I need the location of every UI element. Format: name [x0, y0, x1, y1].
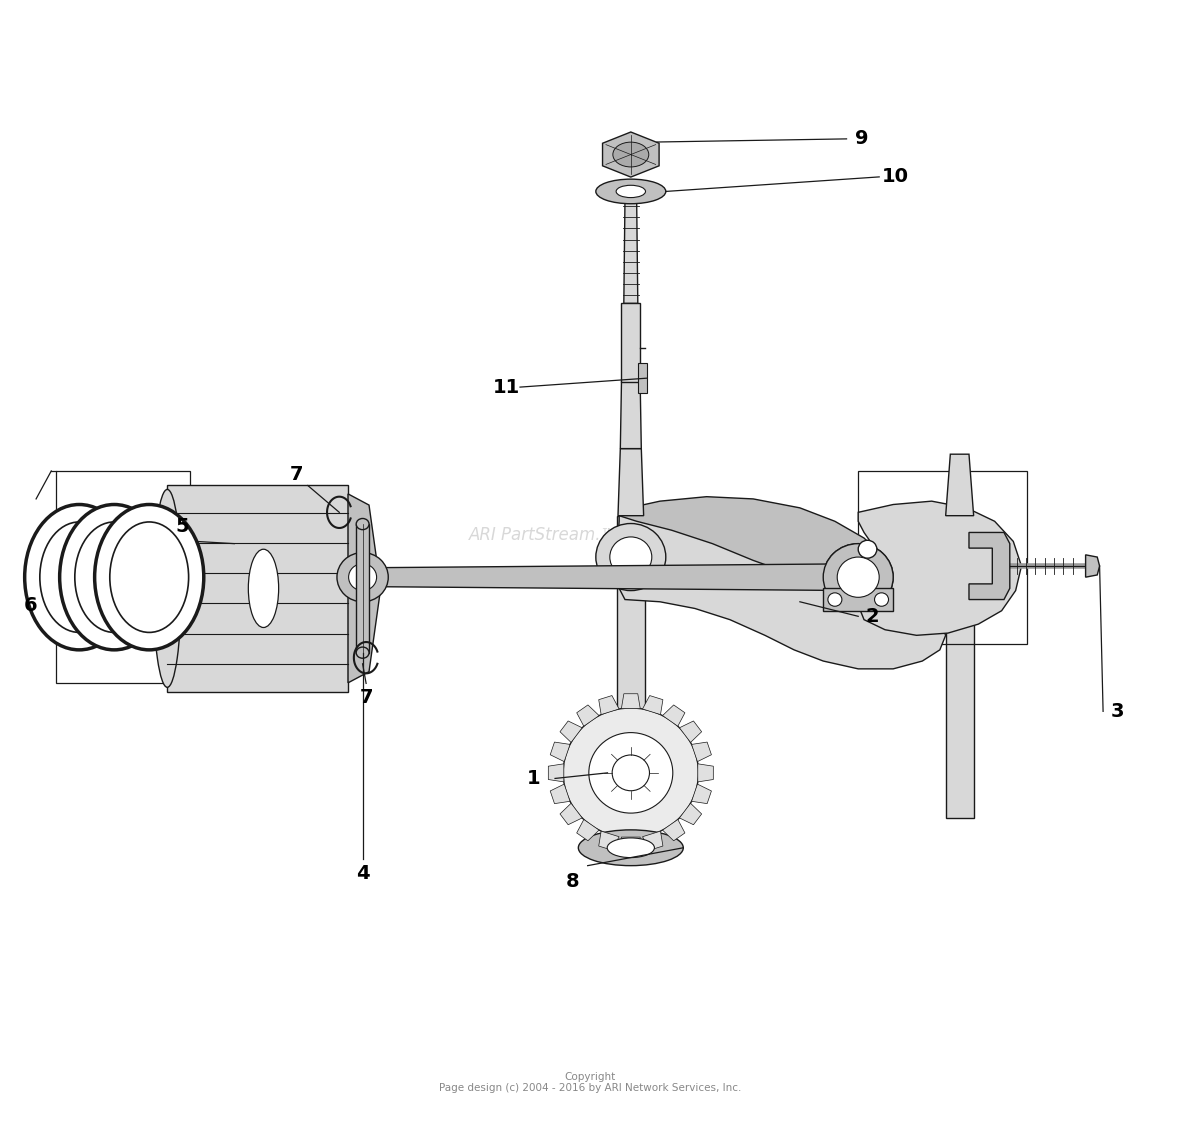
Ellipse shape: [612, 755, 649, 791]
Ellipse shape: [596, 179, 666, 204]
Ellipse shape: [874, 593, 889, 607]
Polygon shape: [945, 454, 974, 516]
Ellipse shape: [578, 830, 683, 866]
Text: ARI PartStream.™: ARI PartStream.™: [468, 525, 618, 543]
Ellipse shape: [610, 537, 651, 577]
Polygon shape: [560, 804, 582, 825]
Polygon shape: [680, 804, 702, 825]
Text: 7: 7: [360, 688, 373, 708]
Text: 4: 4: [356, 864, 369, 883]
Polygon shape: [617, 516, 644, 817]
Ellipse shape: [94, 505, 204, 650]
Ellipse shape: [858, 540, 877, 558]
Text: 1: 1: [527, 769, 540, 788]
Polygon shape: [617, 511, 945, 669]
Polygon shape: [969, 532, 1010, 600]
Text: 9: 9: [856, 129, 868, 148]
Polygon shape: [620, 497, 887, 594]
Text: Copyright
Page design (c) 2004 - 2016 by ARI Network Services, Inc.: Copyright Page design (c) 2004 - 2016 by…: [439, 1072, 741, 1094]
Text: 6: 6: [24, 595, 37, 615]
Polygon shape: [691, 743, 712, 762]
Polygon shape: [356, 524, 369, 653]
Text: 10: 10: [881, 168, 909, 187]
Ellipse shape: [348, 564, 376, 591]
Bar: [638, 362, 647, 393]
Ellipse shape: [337, 552, 388, 602]
Polygon shape: [598, 695, 620, 714]
Polygon shape: [362, 564, 858, 591]
Ellipse shape: [589, 732, 673, 813]
Polygon shape: [603, 132, 660, 177]
Polygon shape: [624, 199, 638, 303]
Ellipse shape: [838, 557, 879, 598]
Ellipse shape: [824, 543, 893, 611]
Polygon shape: [550, 784, 570, 804]
Polygon shape: [622, 837, 641, 852]
Polygon shape: [577, 820, 599, 841]
Polygon shape: [622, 303, 640, 381]
Ellipse shape: [616, 186, 645, 198]
Polygon shape: [549, 764, 564, 782]
Polygon shape: [858, 501, 1022, 635]
Polygon shape: [168, 484, 348, 692]
Polygon shape: [945, 516, 974, 817]
Text: 3: 3: [1110, 702, 1123, 721]
Bar: [858, 471, 1028, 644]
Polygon shape: [560, 721, 582, 743]
Polygon shape: [691, 784, 712, 804]
Ellipse shape: [248, 549, 278, 627]
Polygon shape: [643, 831, 663, 850]
Polygon shape: [618, 448, 643, 516]
Polygon shape: [577, 705, 599, 727]
Polygon shape: [662, 705, 684, 727]
Ellipse shape: [40, 522, 119, 633]
Ellipse shape: [824, 543, 893, 611]
Polygon shape: [348, 494, 381, 683]
Polygon shape: [680, 721, 702, 743]
Polygon shape: [824, 589, 893, 611]
Ellipse shape: [563, 708, 699, 838]
Ellipse shape: [60, 505, 169, 650]
Ellipse shape: [608, 838, 655, 858]
Ellipse shape: [612, 143, 649, 166]
Text: 8: 8: [565, 872, 579, 891]
Ellipse shape: [838, 557, 879, 598]
Polygon shape: [697, 764, 714, 782]
Polygon shape: [662, 820, 684, 841]
Ellipse shape: [828, 593, 841, 607]
Text: 11: 11: [492, 378, 519, 396]
Polygon shape: [622, 694, 641, 709]
Ellipse shape: [110, 522, 189, 633]
Ellipse shape: [25, 505, 133, 650]
Ellipse shape: [356, 518, 369, 530]
Ellipse shape: [74, 522, 153, 633]
Polygon shape: [621, 381, 641, 448]
Ellipse shape: [596, 523, 666, 591]
Polygon shape: [598, 831, 620, 850]
Ellipse shape: [356, 648, 369, 658]
Bar: [55, 471, 190, 684]
Polygon shape: [643, 695, 663, 714]
Text: 2: 2: [865, 607, 879, 626]
Polygon shape: [1086, 555, 1100, 577]
Text: 5: 5: [175, 517, 189, 537]
Polygon shape: [550, 743, 570, 762]
Text: 7: 7: [289, 465, 303, 483]
Ellipse shape: [153, 489, 182, 687]
